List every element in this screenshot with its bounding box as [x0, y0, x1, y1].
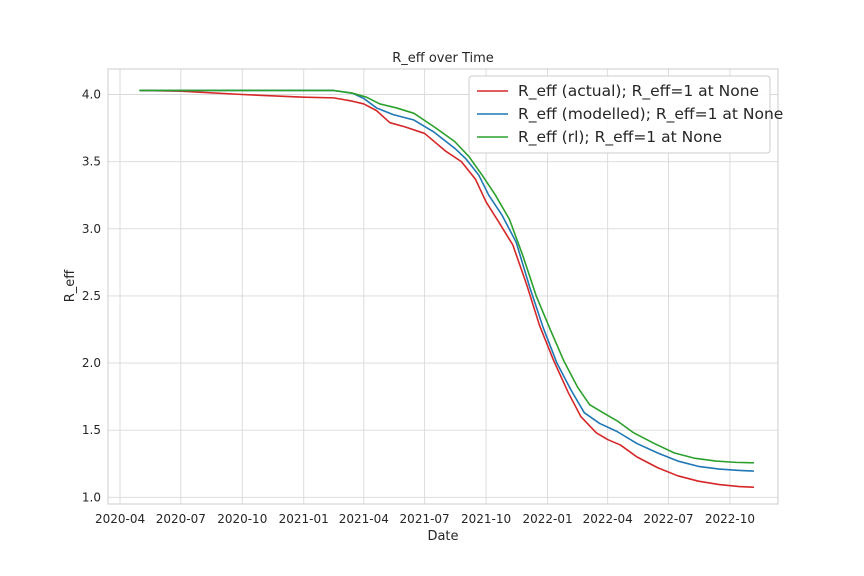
x-tick-label: 2021-01 [279, 512, 329, 526]
y-tick-label: 3.0 [82, 222, 101, 236]
x-tick-label: 2022-04 [583, 512, 633, 526]
x-tick-label: 2020-07 [156, 512, 206, 526]
x-tick-label: 2021-07 [400, 512, 450, 526]
legend-box [468, 75, 771, 154]
series-line-actual [139, 89, 755, 489]
x-tick-label: 2020-10 [217, 512, 267, 526]
series-lines [139, 89, 755, 489]
legend-label-rl: R_eff (rl); R_eff=1 at None [518, 128, 722, 147]
y-tick-label: 3.5 [82, 155, 101, 169]
x-tick-label: 2022-07 [643, 512, 693, 526]
legend-label-modelled: R_eff (modelled); R_eff=1 at None [518, 105, 783, 124]
plot-frame [107, 68, 779, 505]
x-tick-label: 2021-10 [461, 512, 511, 526]
x-tick-label: 2021-04 [339, 512, 389, 526]
y-tick-label: 1.5 [82, 423, 101, 437]
y-tick-label: 4.0 [82, 88, 101, 102]
legend: R_eff (actual); R_eff=1 at None R_eff (m… [468, 75, 783, 154]
chart-title: R_eff over Time [392, 51, 494, 66]
x-tick-label: 2022-10 [705, 512, 755, 526]
tick-labels: 2020-04 2020-07 2020-10 2021-01 2021-04 2021-… [82, 88, 755, 526]
x-axis-title: Date [427, 529, 458, 544]
y-axis-title: R_eff [63, 269, 78, 303]
y-tick-label: 1.0 [82, 490, 101, 504]
x-tick-label: 2020-04 [95, 512, 145, 526]
series-line-rl [139, 89, 755, 464]
x-tick-label: 2022-01 [522, 512, 572, 526]
y-tick-label: 2.5 [82, 289, 101, 303]
y-tick-label: 2.0 [82, 356, 101, 370]
legend-label-actual: R_eff (actual); R_eff=1 at None [518, 82, 759, 101]
grid-lines [108, 69, 778, 504]
